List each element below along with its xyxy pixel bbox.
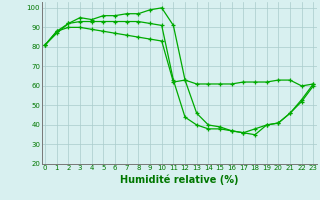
X-axis label: Humidité relative (%): Humidité relative (%) — [120, 174, 238, 185]
